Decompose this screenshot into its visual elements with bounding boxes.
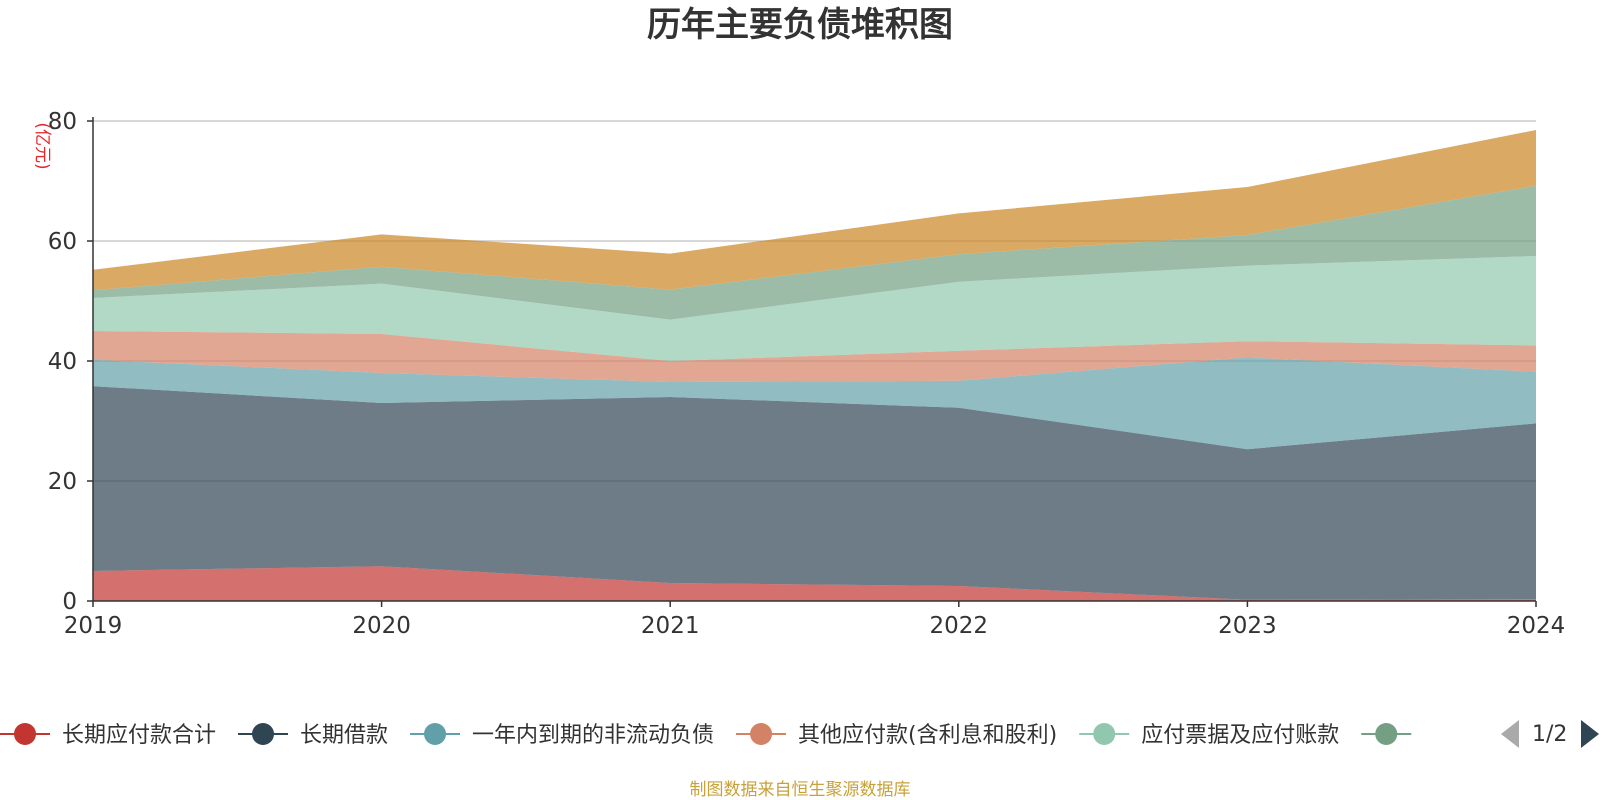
area-series-layer — [93, 130, 1536, 601]
legend-prev-page-icon[interactable] — [1501, 720, 1519, 748]
legend-next-page-icon[interactable] — [1581, 720, 1599, 748]
x-tick-label: 2021 — [641, 613, 700, 639]
legend-pager: 1/2 — [1501, 720, 1599, 748]
area-series-4 — [93, 331, 1536, 382]
x-tick-label: 2023 — [1218, 613, 1277, 639]
legend-item[interactable]: 长期应付款合计 — [0, 723, 216, 748]
y-tick-label: 60 — [48, 229, 77, 255]
y-tick-label: 40 — [48, 349, 77, 375]
area-series-2 — [93, 386, 1536, 600]
y-tick-label: 80 — [48, 109, 77, 135]
legend-item[interactable]: 应付票据及应付账款 — [1079, 723, 1339, 748]
legend-marker-icon — [1375, 723, 1398, 745]
legend-marker-icon — [750, 723, 773, 745]
y-tick-label: 20 — [48, 469, 77, 495]
x-tick-label: 2024 — [1507, 613, 1566, 639]
legend-item[interactable]: 长期借款 — [238, 723, 388, 748]
x-tick-label: 2022 — [930, 613, 989, 639]
y-tick-label: 0 — [62, 589, 77, 615]
legend-marker-icon — [252, 723, 275, 745]
area-series-3 — [93, 357, 1536, 450]
legend-marker-icon — [424, 723, 447, 745]
x-tick-label: 2019 — [64, 613, 123, 639]
legend-item[interactable]: 其他应付款(含利息和股利) — [736, 723, 1057, 748]
legend-label: 长期应付款合计 — [62, 723, 216, 748]
axes: 0 20 40 60 80 2019 2020 2021 2022 2023 2024 — [48, 109, 1566, 639]
legend-marker-icon — [1093, 723, 1116, 745]
legend-label: 长期借款 — [300, 723, 388, 748]
legend-item[interactable] — [1361, 723, 1412, 745]
data-source-footer: 制图数据来自恒生聚源数据库 — [690, 780, 911, 800]
y-axis-unit-label: (亿元) — [32, 122, 52, 169]
legend-item[interactable]: 一年内到期的非流动负债 — [410, 723, 714, 748]
area-series-5 — [93, 256, 1536, 361]
legend-label: 其他应付款(含利息和股利) — [798, 723, 1057, 748]
legend-label: 应付票据及应付账款 — [1141, 723, 1339, 748]
legend: 长期应付款合计 长期借款 一年内到期的非流动负债 其他应付款(含利息和股利) 应付票据及… — [0, 723, 1412, 748]
legend-page-indicator: 1/2 — [1532, 722, 1567, 747]
area-series-7 — [93, 130, 1536, 291]
area-series-1 — [93, 566, 1536, 601]
legend-marker-icon — [14, 723, 36, 745]
x-tick-label: 2020 — [352, 613, 411, 639]
legend-label: 一年内到期的非流动负债 — [472, 723, 714, 748]
chart-title: 历年主要负债堆积图 — [647, 5, 953, 45]
area-series-6 — [93, 185, 1536, 320]
